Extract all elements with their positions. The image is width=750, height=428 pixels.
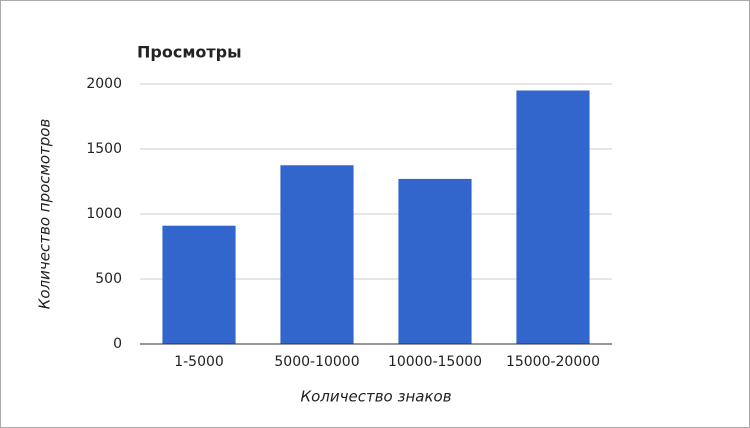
y-tick-label: 1500 (86, 141, 122, 157)
y-axis-label: Количество просмотров (36, 119, 54, 310)
y-tick-label: 0 (113, 336, 122, 352)
x-axis-label: Количество знаков (300, 388, 451, 406)
x-tick-label: 5000-10000 (274, 354, 359, 370)
x-tick-label: 1-5000 (174, 354, 224, 370)
x-tick-label: 15000-20000 (506, 354, 600, 370)
y-tick-label: 500 (95, 271, 122, 287)
x-tick-label: 10000-15000 (388, 354, 482, 370)
chart-title: Просмотры (137, 43, 242, 62)
bar (398, 178, 472, 344)
y-tick-label: 2000 (86, 76, 122, 92)
y-tick-label: 1000 (86, 206, 122, 222)
bar (280, 165, 354, 344)
bar (516, 90, 590, 344)
bar (162, 225, 236, 344)
